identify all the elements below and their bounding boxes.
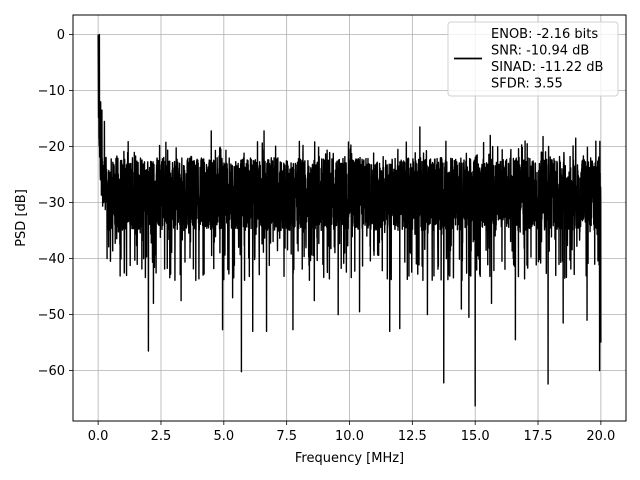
plot-area bbox=[97, 33, 602, 407]
y-tick-label: −40 bbox=[38, 252, 65, 267]
x-tick-label: 2.5 bbox=[151, 429, 172, 444]
x-axis-label: Frequency [MHz] bbox=[295, 451, 404, 466]
legend-snr: SNR: -10.94 dB bbox=[491, 44, 589, 59]
x-tick-label: 5.0 bbox=[213, 429, 234, 444]
legend-box bbox=[447, 21, 619, 97]
x-tick-label: 10.0 bbox=[335, 429, 364, 444]
x-tick-label: 17.5 bbox=[524, 429, 553, 444]
y-axis-label: PSD [dB] bbox=[14, 189, 29, 247]
y-tick-label: −20 bbox=[38, 140, 65, 155]
legend-enob: ENOB: -2.16 bits bbox=[491, 27, 598, 42]
y-tick-label: −50 bbox=[38, 308, 65, 323]
x-tick-label: 0.0 bbox=[88, 429, 109, 444]
x-tick-label: 15.0 bbox=[461, 429, 490, 444]
y-tick-label: −60 bbox=[38, 364, 65, 379]
y-tick-label: −30 bbox=[38, 196, 65, 211]
y-tick-label: −10 bbox=[38, 84, 65, 99]
legend-sinad: SINAD: -11.22 dB bbox=[491, 60, 603, 75]
y-tick-label: 0 bbox=[57, 28, 65, 43]
legend: ENOB: -2.16 bits SNR: -10.94 dB SINAD: -… bbox=[447, 21, 619, 97]
legend-sfdr: SFDR: 3.55 bbox=[491, 77, 563, 92]
ticks: 0.0 2.5 5.0 7.5 10.0 12.5 15.0 17.5 20.0 0 −10 −20 −… bbox=[38, 28, 616, 444]
x-tick-label: 20.0 bbox=[586, 429, 615, 444]
x-tick-label: 7.5 bbox=[276, 429, 297, 444]
psd-series-line bbox=[97, 33, 602, 407]
x-tick-label: 12.5 bbox=[398, 429, 427, 444]
